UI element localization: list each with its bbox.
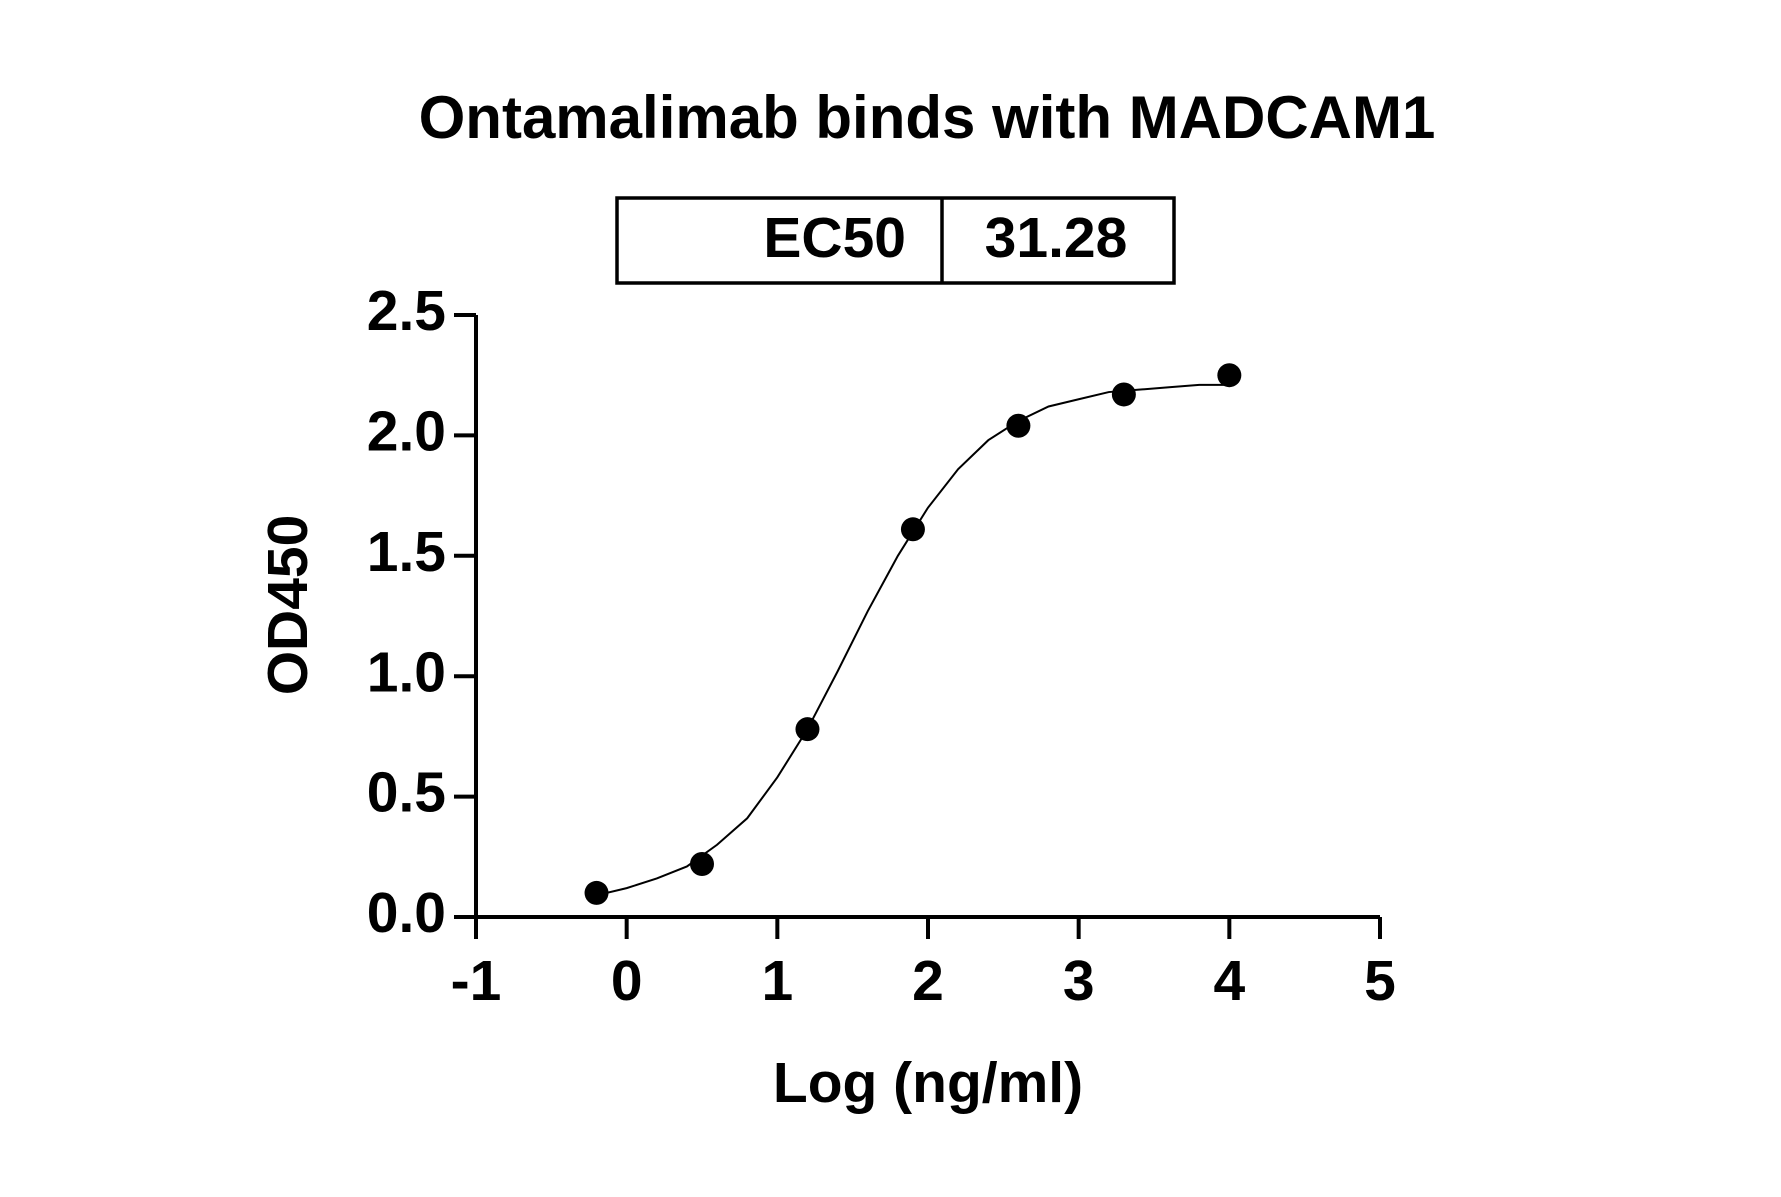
x-tick-label: 4 [1213,949,1245,1013]
y-tick-label: 1.0 [367,640,446,704]
y-tick-label: 0.0 [367,881,446,945]
y-tick-label: 1.5 [367,520,446,584]
data-point [584,880,609,905]
data-point [900,517,925,542]
x-tick-label: 0 [611,949,643,1013]
ec50-label: EC50 [763,206,906,270]
x-tick-label: 2 [912,949,944,1013]
data-point [690,852,714,877]
x-tick-label: 5 [1364,949,1396,1013]
data-point [795,717,820,742]
y-tick-label: 2.0 [367,399,446,463]
ec50-value: 31.28 [985,206,1128,270]
x-tick-label: -1 [451,949,502,1013]
x-tick-label: 1 [761,949,793,1013]
y-tick-label: 2.5 [367,279,446,343]
data-point [1217,363,1242,388]
data-point [1111,382,1136,407]
ec50-box [615,196,1176,285]
y-axis-label: OD450 [256,515,320,696]
chart-title: Ontamalimab binds with MADCAM1 [419,84,1436,151]
data-point [1006,413,1031,438]
x-axis-label: Log (ng/ml) [773,1051,1083,1115]
fit-curve [596,383,1230,897]
y-tick-label: 0.5 [367,761,446,825]
x-tick-label: 3 [1063,949,1095,1013]
